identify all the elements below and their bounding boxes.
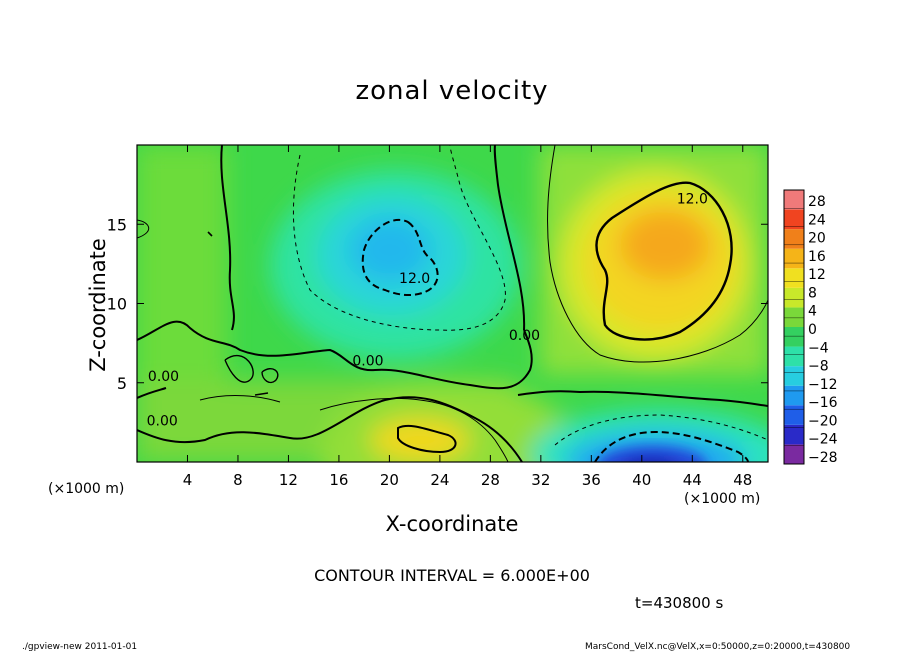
x-tick-label: 4 — [183, 471, 193, 489]
colorbar-label: −20 — [808, 413, 838, 429]
color-field: 12.0 12.0 0.00 0.00 0.00 0.00 — [137, 145, 768, 462]
colorbar-label: 16 — [808, 249, 826, 265]
colorbar-swatch — [784, 327, 804, 347]
x-tick-label: 20 — [380, 471, 399, 489]
x-tick-label: 24 — [430, 471, 449, 489]
colorbar-swatch — [784, 268, 804, 288]
colorbar-swatch — [784, 248, 804, 269]
colorbar-label: −8 — [808, 359, 829, 375]
colorbar: 28 24 20 16 12 8 4 0 −4 −8 −12 −16 −20 −24 −28 — [783, 189, 838, 466]
colorbar-label: −16 — [808, 395, 838, 411]
source-footer: MarsCond_VelX.nc@VelX,x=0:50000,z=0:2000… — [585, 642, 851, 652]
colorbar-label: 12 — [808, 267, 826, 283]
x-tick-label: 16 — [329, 471, 348, 489]
program-footer: ./gpview-new 2011-01-01 — [22, 642, 138, 652]
x-axis: 4 8 12 16 20 24 28 32 36 40 44 48 — [183, 145, 752, 489]
colorbar-swatch — [784, 346, 804, 367]
y-tick-label: 10 — [107, 295, 127, 314]
colorbar-swatch — [784, 405, 804, 425]
y-tick-label: 15 — [107, 215, 127, 234]
x-tick-label: 44 — [683, 471, 702, 489]
y-axis-label: Z-coordinate — [86, 238, 110, 372]
colorbar-swatch — [784, 209, 804, 230]
colorbar-label: 28 — [808, 194, 826, 210]
contour-label: 12.0 — [677, 192, 708, 208]
x-tick-label: 12 — [279, 471, 298, 489]
x-axis-label: X-coordinate — [385, 512, 519, 536]
x-tick-label: 36 — [582, 471, 601, 489]
contour-label: 0.00 — [148, 369, 179, 385]
x-tick-label: 40 — [632, 471, 651, 489]
colorbar-label: 8 — [808, 285, 817, 301]
x-unit-label-right: (×1000 m) — [684, 491, 761, 507]
colorbar-swatch — [784, 190, 804, 210]
y-tick-label: 5 — [117, 374, 127, 393]
colorbar-label: 24 — [808, 212, 826, 228]
contour-label: 0.00 — [147, 414, 178, 430]
y-axis: 5 10 15 — [107, 215, 768, 393]
colorbar-swatch — [784, 229, 804, 249]
time-stamp: t=430800 s — [635, 594, 724, 612]
contour-labels: 12.0 12.0 0.00 0.00 0.00 0.00 — [147, 192, 708, 430]
colorbar-label: −4 — [808, 340, 829, 356]
colorbar-label: −24 — [808, 432, 838, 448]
x-tick-label: 8 — [233, 471, 243, 489]
x-unit-label-left: (×1000 m) — [48, 481, 125, 497]
contour-lines — [137, 145, 768, 462]
x-tick-label: 32 — [531, 471, 550, 489]
colorbar-swatch — [784, 366, 804, 386]
x-tick-label: 48 — [733, 471, 752, 489]
chart-title: zonal velocity — [355, 76, 549, 106]
colorbar-label: 20 — [808, 231, 826, 247]
colorbar-label: −12 — [808, 377, 838, 393]
contour-label: 0.00 — [352, 353, 383, 369]
contour-label: 12.0 — [399, 271, 430, 287]
colorbar-label: 0 — [808, 322, 817, 338]
contour-label: 0.00 — [509, 328, 540, 344]
colorbar-swatch — [784, 424, 804, 445]
colorbar-swatch — [784, 307, 804, 327]
x-tick-label: 28 — [481, 471, 500, 489]
contour-interval-text: CONTOUR INTERVAL = 6.000E+00 — [314, 566, 590, 585]
colorbar-swatch — [784, 287, 804, 308]
colorbar-swatch — [784, 444, 804, 464]
colorbar-label: 4 — [808, 304, 817, 320]
colorbar-swatch — [784, 385, 804, 406]
colorbar-label: −28 — [808, 450, 838, 466]
